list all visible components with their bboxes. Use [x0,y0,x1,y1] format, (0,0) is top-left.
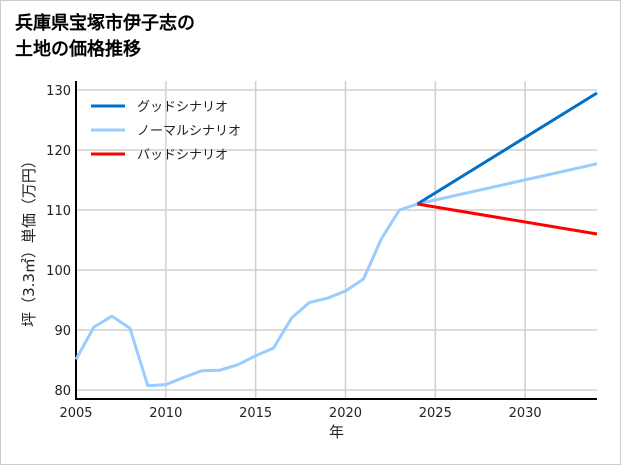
series-line-2 [417,202,598,236]
y-axis-label: 坪（3.3㎡）単価（万円） [20,153,38,327]
legend-label: グッドシナリオ [137,100,228,115]
series-line-1 [74,162,598,388]
x-tick-label: 2015 [239,406,272,421]
y-tick-label: 110 [46,204,71,219]
x-tick-label: 2025 [419,406,452,421]
x-tick-label: 2030 [509,406,542,421]
y-tick-label: 100 [46,264,71,279]
x-tick-label: 2020 [329,406,362,421]
x-axis-label: 年 [329,423,344,441]
y-tick-label: 120 [46,144,71,159]
series-line-0 [416,91,598,206]
legend-label: バッドシナリオ [137,148,228,163]
x-tick-label: 2005 [59,406,92,421]
x-tick-label: 2010 [149,406,182,421]
legend-label: ノーマルシナリオ [137,124,241,139]
y-tick-label: 80 [54,384,71,399]
y-tick-label: 130 [46,84,71,99]
y-tick-label: 90 [54,324,71,339]
chart-title: 兵庫県宝塚市伊子志の 土地の価格推移 [15,13,195,60]
